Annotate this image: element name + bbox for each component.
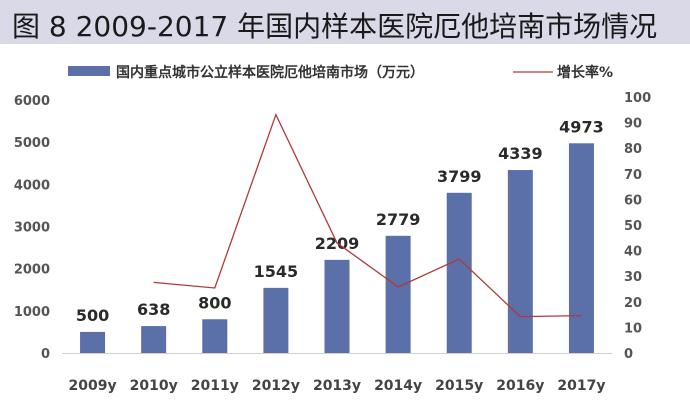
y-right-tick-label: 40 <box>624 245 642 260</box>
bar-value-label: 3799 <box>437 167 482 186</box>
x-tick-label: 2012y <box>252 378 300 394</box>
title-bar: 图 8 2009-2017 年国内样本医院厄他培南市场情况 <box>0 0 690 44</box>
x-tick-label: 2013y <box>313 378 361 394</box>
bar-value-label: 2779 <box>376 210 421 229</box>
y-left-tick-label: 3000 <box>14 221 50 236</box>
chart-area: 国内重点城市公立样本医院厄他培南市场（万元） 增长率% 010002000300… <box>14 64 651 394</box>
bar-value-label: 638 <box>137 300 170 319</box>
y-right-tick-label: 60 <box>624 193 642 208</box>
x-tick-label: 2011y <box>191 378 239 394</box>
bar <box>141 326 167 353</box>
y-right-tick-label: 10 <box>624 321 642 336</box>
bar <box>385 235 411 353</box>
x-tick-label: 2016y <box>496 378 544 394</box>
y-right-tick-label: 100 <box>624 91 651 106</box>
bar-value-label: 500 <box>76 306 109 325</box>
y-right-tick-label: 70 <box>624 168 642 183</box>
legend-bar-swatch <box>68 66 110 76</box>
y-right-tick-label: 30 <box>624 270 642 285</box>
chart-title: 图 8 2009-2017 年国内样本医院厄他培南市场情况 <box>12 10 658 43</box>
x-tick-label: 2015y <box>435 378 483 394</box>
x-tick-label: 2017y <box>557 378 605 394</box>
x-tick-label: 2009y <box>69 378 117 394</box>
y-left-tick-label: 2000 <box>14 263 50 278</box>
bar <box>568 143 594 353</box>
bar-value-label: 4339 <box>498 144 543 163</box>
y-left-tick-label: 0 <box>41 347 50 362</box>
bar <box>202 319 228 353</box>
bar-value-label: 4973 <box>559 117 604 136</box>
bar <box>263 287 289 353</box>
legend: 国内重点城市公立样本医院厄他培南市场（万元） 增长率% <box>68 64 613 81</box>
y-left-tick-label: 6000 <box>14 94 50 109</box>
x-tick-label: 2014y <box>374 378 422 394</box>
y-axis-right: 0 10 20 30 40 50 60 70 80 90 100 <box>624 91 651 362</box>
y-right-tick-label: 90 <box>624 117 642 132</box>
y-left-tick-label: 5000 <box>14 136 50 151</box>
x-axis: 2009y 2010y 2011y 2012y 2013y 2014y 2015y 2016y… <box>62 353 612 394</box>
y-right-tick-label: 20 <box>624 296 642 311</box>
growth-line-series <box>153 112 582 318</box>
bar <box>446 192 472 353</box>
y-left-tick-label: 4000 <box>14 178 50 193</box>
bar-series <box>80 143 594 353</box>
growth-line <box>153 112 582 318</box>
bar-value-label: 1545 <box>254 262 299 281</box>
y-axis-left: 0 1000 2000 3000 4000 5000 6000 <box>14 94 50 362</box>
bar <box>80 331 106 353</box>
legend-bar-label: 国内重点城市公立样本医院厄他培南市场（万元） <box>116 64 424 81</box>
y-left-tick-label: 1000 <box>14 305 50 320</box>
bar <box>324 259 350 353</box>
bar <box>507 170 533 353</box>
y-right-tick-label: 50 <box>624 219 642 234</box>
x-tick-label: 2010y <box>130 378 178 394</box>
legend-line-label: 增长率% <box>557 64 613 81</box>
y-right-tick-label: 0 <box>624 347 633 362</box>
y-right-tick-label: 80 <box>624 142 642 157</box>
bar-value-label: 800 <box>198 293 231 312</box>
